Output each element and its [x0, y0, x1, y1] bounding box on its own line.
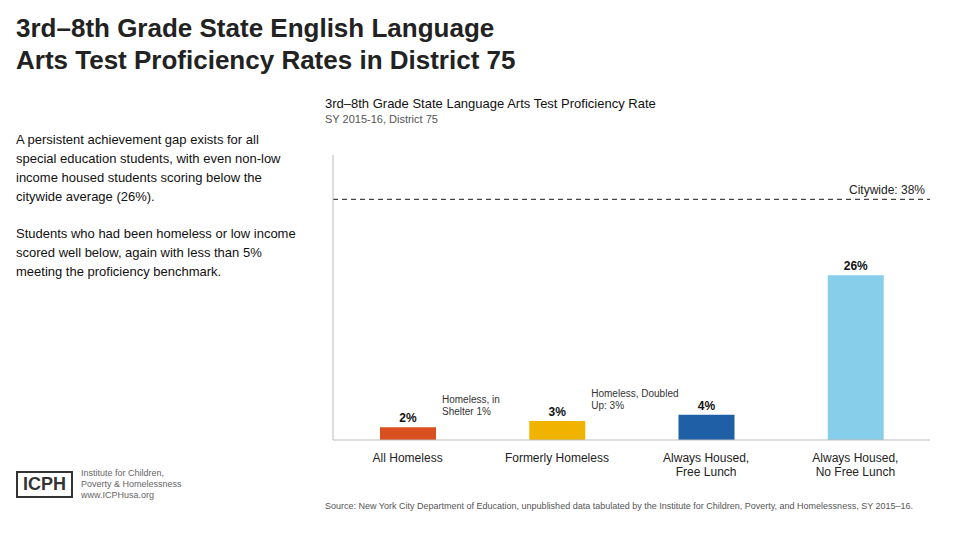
- svg-text:4%: 4%: [698, 399, 716, 413]
- html-text:Source: New York City Departme: Source: New York City Department of Educ…: [325, 501, 913, 511]
- svg-text:3%: 3%: [549, 405, 567, 419]
- html-text:3rd–8th Grade State English La: 3rd–8th Grade State English Language Art…: [16, 13, 516, 75]
- svg-text:Formerly Homeless: Formerly Homeless: [505, 451, 609, 465]
- html-text:ICPH: ICPH: [23, 474, 66, 494]
- html-text:Students who had been homeless: Students who had been homeless or low in…: [16, 226, 296, 279]
- html-text:SY 2015-16, District 75: SY 2015-16, District 75: [325, 113, 438, 125]
- html-text:Institute for Children, Povert: Institute for Children, Poverty & Homele…: [81, 468, 182, 500]
- svg-text:2%: 2%: [399, 411, 417, 425]
- html-text:3rd–8th Grade State Language A: 3rd–8th Grade State Language Arts Test P…: [325, 96, 656, 111]
- svg-text:26%: 26%: [844, 259, 868, 273]
- svg-text:Always Housed,Free Lunch: Always Housed,Free Lunch: [663, 451, 749, 479]
- html-text:A persistent achievement gap e: A persistent achievement gap exists for …: [16, 132, 281, 204]
- svg-text:Homeless, DoubledUp: 3%: Homeless, DoubledUp: 3%: [591, 388, 678, 411]
- svg-text:Always Housed,No Free Lunch: Always Housed,No Free Lunch: [812, 451, 898, 479]
- svg-text:All Homeless: All Homeless: [373, 451, 443, 465]
- svg-text:Homeless, inShelter 1%: Homeless, inShelter 1%: [442, 394, 500, 417]
- svg-text:Citywide: 38%: Citywide: 38%: [849, 183, 925, 197]
